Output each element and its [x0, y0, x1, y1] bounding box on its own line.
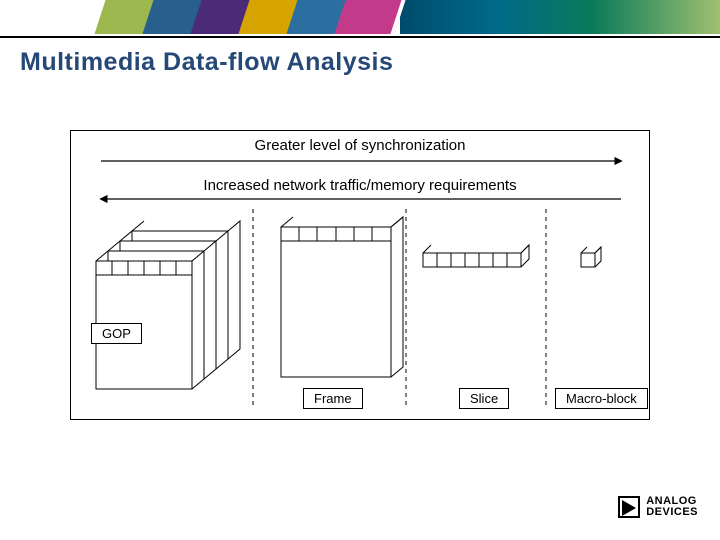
label-slice: Slice [459, 388, 509, 409]
banner-underline [0, 36, 720, 38]
macroblock-group [581, 247, 601, 267]
adi-logo-text: ANALOG DEVICES [646, 496, 698, 518]
diagram-figure: Greater level of synchronization Increas… [70, 130, 650, 420]
logo-line2: DEVICES [646, 507, 698, 518]
gop-group [96, 221, 240, 389]
adi-logo-mark [618, 496, 640, 518]
spectrum-arrows [71, 131, 651, 211]
banner-gradient [400, 0, 720, 34]
adi-logo: ANALOG DEVICES [618, 496, 698, 518]
slice-group [423, 245, 529, 267]
banner-chip [334, 0, 405, 34]
label-frame: Frame [303, 388, 363, 409]
label-gop: GOP [91, 323, 142, 344]
page-title: Multimedia Data-flow Analysis [20, 48, 393, 77]
label-macroblock: Macro-block [555, 388, 648, 409]
slide-banner [0, 0, 720, 34]
diagram-area: GOP Frame Slice Macro-block [71, 203, 649, 419]
frame-group [281, 217, 403, 377]
